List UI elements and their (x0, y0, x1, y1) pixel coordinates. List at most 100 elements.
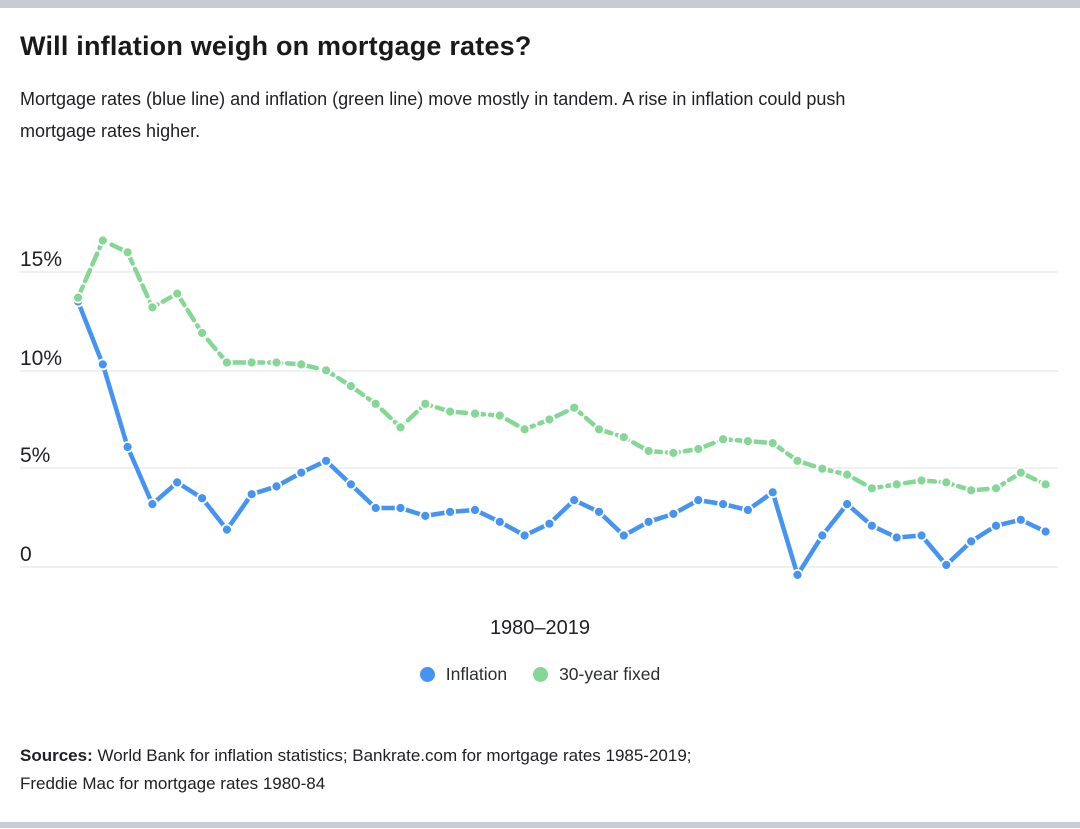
legend-item-inflation: Inflation (419, 664, 508, 685)
inflation-data-point (965, 535, 978, 548)
inflation-data-point (344, 478, 357, 491)
inflation-data-point (543, 517, 556, 530)
30-year-fixed-data-point (270, 356, 283, 369)
gridlines (20, 271, 1058, 568)
inflation-data-point (990, 519, 1002, 532)
inflation-data-point (196, 492, 209, 505)
line-chart: 15% 10% 5% 0 (0, 220, 1080, 610)
inflation-data-point (617, 529, 630, 542)
chart-canvas: 15% 10% 5% 0 (20, 234, 1058, 581)
inflation-data-point (717, 498, 729, 511)
30-year-fixed-data-point (493, 409, 506, 422)
legend-label-inflation: Inflation (445, 664, 508, 684)
30-year-fixed-data-point (866, 482, 878, 495)
30-year-fixed-data-point (990, 482, 1002, 495)
inflation-data-point (419, 509, 432, 522)
30-year-fixed-data-point (245, 356, 258, 369)
inflation-data-point (493, 515, 506, 528)
inflation-data-point (890, 531, 903, 544)
inflation-data-point (766, 486, 779, 499)
30-year-fixed-data-point (394, 421, 407, 434)
30-year-fixed-data-point (369, 397, 382, 410)
30-year-fixed-data-point (121, 246, 134, 259)
sources-note: Sources: World Bank for inflation statis… (20, 742, 920, 797)
30-year-fixed-data-point (543, 413, 556, 426)
inflation-data-point (642, 515, 655, 528)
30-year-fixed-dot-icon (533, 667, 549, 682)
30-year-fixed-line (75, 238, 1048, 493)
30-year-fixed-data-point (146, 301, 159, 314)
30-year-fixed-data-point (692, 443, 705, 455)
inflation-data-point (394, 502, 407, 514)
legend-label-30-year-fixed: 30-year fixed (559, 664, 661, 684)
30-year-fixed-data-point (965, 484, 978, 497)
ytick-0: 0 (20, 543, 32, 566)
inflation-data-point (245, 488, 258, 501)
30-year-fixed-data-point (419, 397, 432, 410)
30-year-fixed-data-point (642, 445, 655, 457)
30-year-fixed-data-point (717, 433, 729, 446)
inflation-data-point (816, 529, 829, 542)
30-year-fixed-data-point (320, 364, 333, 377)
30-year-fixed-data-point (742, 435, 754, 448)
inflation-data-point (270, 480, 283, 493)
ytick-5: 5% (20, 444, 50, 467)
inflation-data-point (866, 519, 878, 532)
inflation-data-point (915, 529, 928, 542)
inflation-data-point (369, 502, 382, 514)
inflation-data-point (593, 505, 605, 518)
sources-line2: Freddie Mac for mortgage rates 1980-84 (20, 773, 326, 793)
sources-line1: World Bank for inflation statistics; Ban… (97, 746, 692, 765)
inflation-data-point (320, 454, 333, 467)
inflation-line (75, 299, 1048, 578)
30-year-fixed-data-point (444, 405, 457, 418)
30-year-fixed-data-point (841, 468, 853, 481)
inflation-data-point (667, 507, 680, 520)
30-year-fixed-data-point (617, 431, 630, 444)
inflation-data-point (1014, 513, 1027, 526)
series-layer (72, 234, 1052, 581)
inflation-data-point (940, 559, 953, 571)
inflation-data-point (568, 494, 581, 507)
inflation-data-point (121, 441, 134, 453)
ytick-10: 10% (20, 347, 62, 370)
30-year-fixed-data-point (171, 287, 184, 300)
30-year-fixed-data-point (766, 437, 779, 450)
inflation-data-point (171, 476, 184, 489)
legend: Inflation 30-year fixed (0, 664, 1080, 685)
legend-item-30-year-fixed: 30-year fixed (533, 664, 660, 685)
30-year-fixed-data-point (568, 401, 581, 414)
30-year-fixed-data-point (890, 478, 903, 491)
sources-label: Sources: (20, 746, 93, 765)
30-year-fixed-data-point (816, 462, 829, 475)
y-axis-ticks: 15% 10% 5% 0 (20, 248, 62, 566)
30-year-fixed-data-point (940, 476, 953, 489)
30-year-fixed-data-point (667, 446, 680, 459)
inflation-data-point (295, 466, 308, 479)
inflation-dot-icon (419, 667, 435, 682)
inflation-data-point (518, 529, 531, 542)
30-year-fixed-data-point (469, 407, 481, 420)
ytick-15: 15% (20, 248, 62, 271)
30-year-fixed-data-point (295, 358, 308, 371)
30-year-fixed-data-point (196, 327, 209, 339)
30-year-fixed-data-point (593, 423, 605, 436)
inflation-data-point (96, 358, 109, 371)
30-year-fixed-data-point (1039, 478, 1052, 491)
inflation-data-point (1039, 525, 1052, 538)
page-title: Will inflation weigh on mortgage rates? (20, 31, 532, 61)
page-subtitle: Mortgage rates (blue line) and inflation… (20, 89, 846, 141)
inflation-data-point (469, 504, 481, 516)
inflation-data-point (444, 505, 457, 518)
inflation-data-point (692, 494, 705, 507)
30-year-fixed-data-point (72, 291, 84, 304)
30-year-fixed-data-point (344, 380, 357, 393)
inflation-data-point (841, 498, 853, 511)
inflation-data-point (791, 568, 804, 581)
30-year-fixed-data-point (220, 356, 233, 369)
x-axis-label: 1980–2019 (489, 617, 591, 639)
top-accent-bar (0, 0, 1080, 8)
bottom-accent-bar (0, 822, 1080, 828)
inflation-data-point (220, 523, 233, 536)
30-year-fixed-data-point (791, 454, 804, 467)
